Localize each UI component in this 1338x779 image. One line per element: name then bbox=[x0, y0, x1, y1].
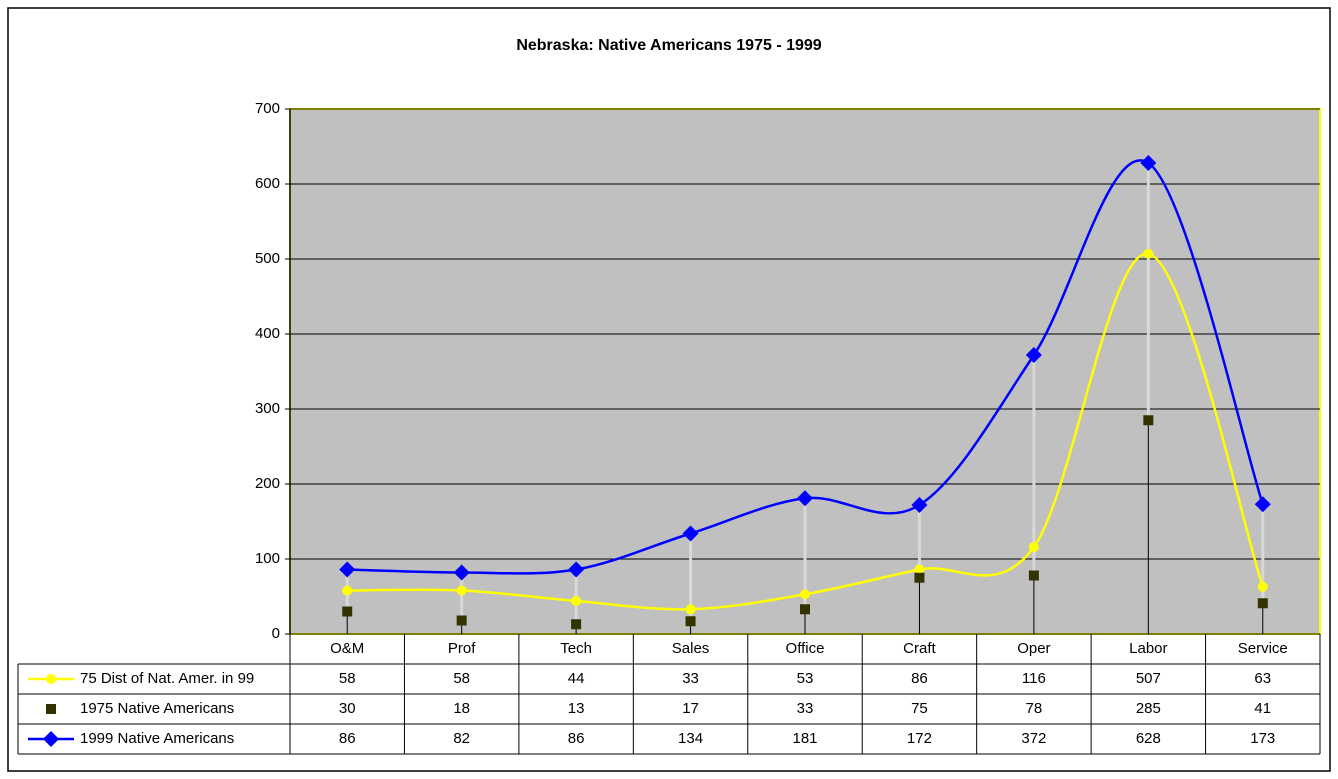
x-tick-label: Labor bbox=[1129, 640, 1167, 657]
x-tick-label: Service bbox=[1238, 640, 1288, 657]
point bbox=[685, 616, 696, 627]
point bbox=[456, 615, 467, 626]
point bbox=[339, 561, 356, 578]
point bbox=[571, 619, 582, 630]
point bbox=[914, 572, 925, 583]
point bbox=[685, 604, 696, 615]
x-tick-label: Sales bbox=[672, 640, 710, 657]
x-tick-label: Office bbox=[786, 640, 825, 657]
table-value: 285 bbox=[1136, 700, 1161, 717]
y-tick-label: 700 bbox=[255, 100, 280, 117]
y-tick-label: 500 bbox=[255, 250, 280, 267]
legend-label: 75 Dist of Nat. Amer. in 99 bbox=[80, 670, 254, 687]
x-tick-label: Tech bbox=[560, 640, 592, 657]
table-value: 53 bbox=[797, 670, 814, 687]
table-value: 628 bbox=[1136, 730, 1161, 747]
point bbox=[1028, 542, 1039, 552]
y-tick-label: 0 bbox=[272, 625, 280, 642]
point bbox=[1028, 570, 1039, 581]
table-value: 17 bbox=[682, 700, 699, 717]
legend-marker bbox=[46, 704, 56, 714]
table-value: 63 bbox=[1254, 670, 1271, 687]
table-value: 44 bbox=[568, 670, 585, 687]
table-value: 372 bbox=[1021, 730, 1046, 747]
table-value: 507 bbox=[1136, 670, 1161, 687]
table-value: 116 bbox=[1022, 670, 1046, 687]
legend-label: 1975 Native Americans bbox=[80, 700, 234, 717]
chart-title: Nebraska: Native Americans 1975 - 1999 bbox=[516, 37, 821, 54]
point bbox=[568, 561, 585, 578]
table-value: 41 bbox=[1254, 700, 1271, 717]
point bbox=[1140, 155, 1157, 171]
point bbox=[682, 525, 699, 542]
point bbox=[342, 606, 353, 617]
point bbox=[571, 596, 582, 606]
table-value: 78 bbox=[1026, 700, 1043, 717]
x-tick-label: O&M bbox=[330, 640, 364, 657]
point bbox=[342, 585, 353, 596]
table-value: 86 bbox=[339, 730, 356, 747]
point bbox=[1257, 598, 1268, 609]
table-value: 181 bbox=[792, 730, 817, 747]
legend-marker bbox=[43, 731, 59, 747]
table-value: 18 bbox=[453, 700, 470, 717]
legend-label: 1999 Native Americans bbox=[80, 730, 234, 747]
table-value: 86 bbox=[568, 730, 585, 747]
x-tick-label: Oper bbox=[1017, 640, 1050, 657]
table-value: 30 bbox=[339, 700, 356, 717]
x-tick-label: Prof bbox=[448, 640, 476, 657]
point bbox=[1257, 581, 1268, 592]
point bbox=[1143, 415, 1154, 426]
x-tick-label: Craft bbox=[903, 640, 936, 657]
table-value: 173 bbox=[1250, 730, 1275, 747]
table-value: 33 bbox=[797, 700, 814, 717]
point bbox=[800, 589, 810, 600]
point bbox=[800, 604, 810, 615]
table-value: 86 bbox=[911, 670, 928, 687]
point bbox=[1143, 248, 1154, 259]
point bbox=[911, 497, 928, 513]
table-value: 33 bbox=[682, 670, 699, 687]
point bbox=[1025, 347, 1042, 363]
y-tick-label: 600 bbox=[255, 175, 280, 192]
table-value: 82 bbox=[453, 730, 470, 747]
y-tick-label: 200 bbox=[255, 475, 280, 492]
table-value: 172 bbox=[907, 730, 932, 747]
table-value: 13 bbox=[568, 700, 585, 717]
y-tick-label: 400 bbox=[255, 325, 280, 342]
y-tick-label: 300 bbox=[255, 400, 280, 417]
point bbox=[797, 490, 813, 507]
point bbox=[456, 585, 467, 596]
table-value: 58 bbox=[453, 670, 470, 687]
point bbox=[453, 564, 470, 581]
table-value: 58 bbox=[339, 670, 356, 687]
y-tick-label: 100 bbox=[255, 550, 280, 567]
point bbox=[914, 564, 925, 575]
table-value: 75 bbox=[911, 700, 928, 717]
point bbox=[1254, 496, 1271, 513]
legend-marker bbox=[46, 674, 56, 684]
table-value: 134 bbox=[678, 730, 703, 747]
